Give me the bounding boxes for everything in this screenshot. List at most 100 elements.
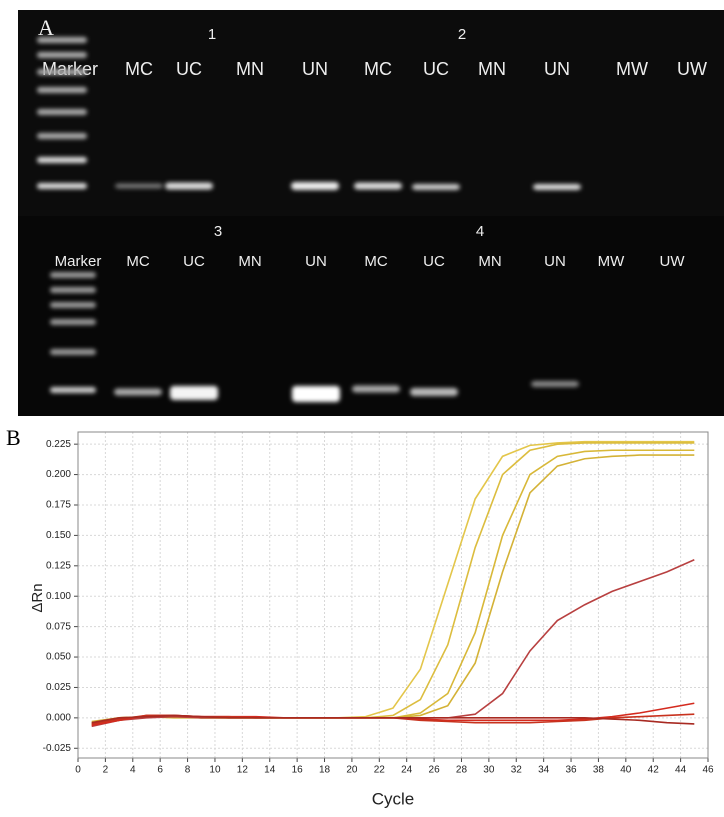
x-tick-label: 24 bbox=[401, 765, 413, 776]
ladder-band bbox=[50, 302, 96, 308]
x-tick-label: 32 bbox=[511, 765, 523, 776]
x-tick-label: 26 bbox=[429, 765, 441, 776]
ladder-band bbox=[37, 52, 87, 58]
gel-band bbox=[291, 182, 339, 190]
group-label: 3 bbox=[214, 223, 222, 240]
ladder-band bbox=[50, 287, 96, 293]
y-tick-label: 0.125 bbox=[46, 560, 71, 571]
lane-label: UC bbox=[423, 253, 445, 270]
x-tick-label: 2 bbox=[103, 765, 109, 776]
y-tick-label: 0.200 bbox=[46, 469, 71, 480]
ladder-band bbox=[37, 133, 87, 139]
ladder-band bbox=[37, 109, 87, 115]
line-series bbox=[91, 558, 695, 728]
lane-label: UN bbox=[544, 59, 570, 79]
line-series bbox=[91, 714, 695, 725]
y-tick-label: 0.150 bbox=[46, 530, 71, 541]
ladder-band bbox=[50, 319, 96, 325]
lane-label: Marker bbox=[42, 59, 98, 79]
group-label: 2 bbox=[458, 26, 466, 43]
gel-band bbox=[412, 184, 460, 190]
line-series bbox=[91, 442, 695, 725]
x-tick-label: 8 bbox=[185, 765, 191, 776]
x-tick-label: 36 bbox=[565, 765, 577, 776]
ladder-band bbox=[50, 349, 96, 355]
y-axis-label: ΔRn bbox=[29, 583, 46, 612]
panel-label: A bbox=[38, 15, 54, 40]
y-tick-label: 0.050 bbox=[46, 652, 71, 663]
lane-label: UN bbox=[302, 59, 328, 79]
ladder-band bbox=[37, 157, 87, 163]
lane-label: MC bbox=[125, 59, 153, 79]
ladder-band bbox=[50, 387, 96, 393]
x-tick-label: 4 bbox=[130, 765, 136, 776]
gel-band bbox=[533, 184, 581, 190]
x-tick-label: 10 bbox=[209, 765, 221, 776]
x-tick-label: 12 bbox=[237, 765, 249, 776]
line-series bbox=[91, 440, 695, 726]
x-tick-label: 42 bbox=[648, 765, 660, 776]
ladder-band bbox=[50, 272, 96, 278]
gel-band bbox=[115, 183, 163, 189]
line-series bbox=[91, 702, 695, 726]
lane-label: Marker bbox=[55, 253, 102, 270]
x-tick-label: 22 bbox=[374, 765, 386, 776]
ladder-band bbox=[37, 183, 87, 189]
gel-band bbox=[165, 182, 213, 190]
lane-label: UC bbox=[423, 59, 449, 79]
x-tick-label: 20 bbox=[346, 765, 358, 776]
x-tick-label: 38 bbox=[593, 765, 605, 776]
x-tick-label: 46 bbox=[702, 765, 714, 776]
y-tick-label: 0.025 bbox=[46, 682, 71, 693]
y-tick-label: 0.075 bbox=[46, 621, 71, 632]
lane-label: MN bbox=[478, 59, 506, 79]
lane-label: MN bbox=[478, 253, 501, 270]
lane-label: MW bbox=[616, 59, 648, 79]
ladder-band bbox=[37, 87, 87, 93]
lane-label: UC bbox=[183, 253, 205, 270]
y-tick-label: 0.175 bbox=[46, 500, 71, 511]
gel-top bbox=[18, 10, 724, 216]
lane-label: UC bbox=[176, 59, 202, 79]
x-tick-label: 28 bbox=[456, 765, 468, 776]
lane-label: MW bbox=[598, 253, 625, 270]
x-tick-label: 30 bbox=[483, 765, 495, 776]
lane-label: UW bbox=[677, 59, 707, 79]
gel-band bbox=[352, 385, 400, 393]
plot-frame bbox=[77, 431, 709, 759]
line-series bbox=[91, 449, 695, 724]
group-label: 4 bbox=[476, 223, 484, 240]
lane-label: UW bbox=[660, 253, 686, 270]
gel-panel: A Marker MC UC MN UN MC UC MN UN MW UW 1 2 Marker MC UC… bbox=[18, 10, 724, 416]
lane-label: UN bbox=[305, 253, 327, 270]
y-tick-label: 0.225 bbox=[46, 439, 71, 450]
gel-band bbox=[410, 388, 458, 396]
ladder-band bbox=[37, 37, 87, 43]
lane-label: MC bbox=[126, 253, 149, 270]
group-label: 1 bbox=[208, 26, 216, 43]
lane-label: MN bbox=[236, 59, 264, 79]
lane-label: UN bbox=[544, 253, 566, 270]
gel-band bbox=[114, 388, 162, 396]
x-tick-label: 0 bbox=[75, 765, 81, 776]
gel-band bbox=[292, 386, 340, 402]
y-tick-label: 0.100 bbox=[46, 591, 71, 602]
x-tick-label: 18 bbox=[319, 765, 331, 776]
x-tick-label: 6 bbox=[157, 765, 163, 776]
chart: -0.025 0.000 0.025 0.050 0.075 0.100 0.125 0.15… bbox=[29, 431, 714, 808]
gel-band bbox=[354, 182, 402, 190]
gel-band bbox=[170, 386, 218, 400]
lane-label: MC bbox=[364, 59, 392, 79]
x-axis-label: Cycle bbox=[372, 789, 415, 808]
gel-band bbox=[531, 381, 579, 387]
ladder-band bbox=[37, 69, 87, 75]
x-tick-label: 44 bbox=[675, 765, 687, 776]
line-series bbox=[91, 454, 695, 723]
panel-label: B bbox=[6, 425, 21, 450]
y-tick-label: -0.025 bbox=[43, 743, 72, 754]
lane-label: MC bbox=[364, 253, 387, 270]
x-tick-label: 14 bbox=[264, 765, 276, 776]
y-tick-label: 0.000 bbox=[46, 712, 71, 723]
x-tick-label: 16 bbox=[292, 765, 304, 776]
